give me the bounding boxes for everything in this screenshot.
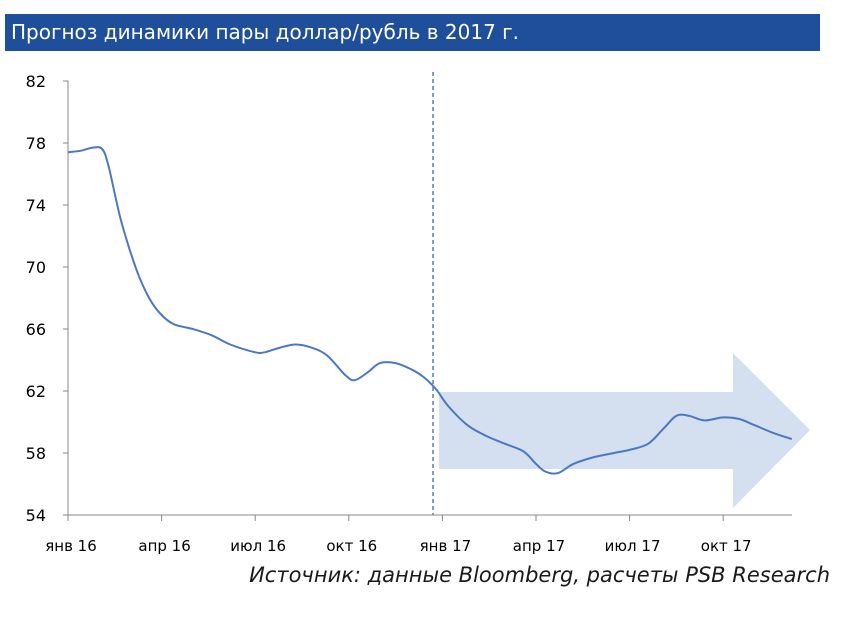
- y-tick-label: 58: [26, 444, 46, 463]
- forecast-arrow: [439, 353, 810, 508]
- chart-title: Прогноз динамики пары доллар/рубль в 201…: [5, 14, 820, 51]
- x-tick-label: окт 16: [326, 537, 377, 555]
- y-tick-label: 82: [26, 72, 46, 91]
- y-axis-ticks: 54 58 62 66 70 74 78 82: [26, 72, 68, 525]
- x-axis-ticks: янв 16 апр 16 июл 16 окт 16 янв 17 апр 17 июл …: [45, 515, 752, 555]
- series-layer: [67, 146, 793, 475]
- source-note: Источник: данные Bloomberg, расчеты PSB …: [249, 563, 830, 587]
- series-line-usd-rub: [67, 146, 793, 475]
- x-tick-label: окт 17: [701, 537, 752, 555]
- y-tick-label: 70: [26, 258, 46, 277]
- axes: [67, 81, 792, 516]
- forecast-arrow-layer: [439, 353, 810, 508]
- y-tick-label: 78: [26, 134, 46, 153]
- y-tick-label: 54: [26, 506, 46, 525]
- y-tick-label: 74: [26, 196, 46, 215]
- x-tick-label: янв 17: [420, 537, 472, 555]
- y-tick-label: 62: [26, 382, 46, 401]
- x-tick-label: янв 16: [45, 537, 97, 555]
- x-tick-label: апр 17: [513, 537, 565, 555]
- x-tick-label: апр 16: [138, 537, 190, 555]
- x-tick-label: июл 16: [230, 537, 286, 555]
- x-tick-label: июл 17: [605, 537, 661, 555]
- y-tick-label: 66: [26, 320, 46, 339]
